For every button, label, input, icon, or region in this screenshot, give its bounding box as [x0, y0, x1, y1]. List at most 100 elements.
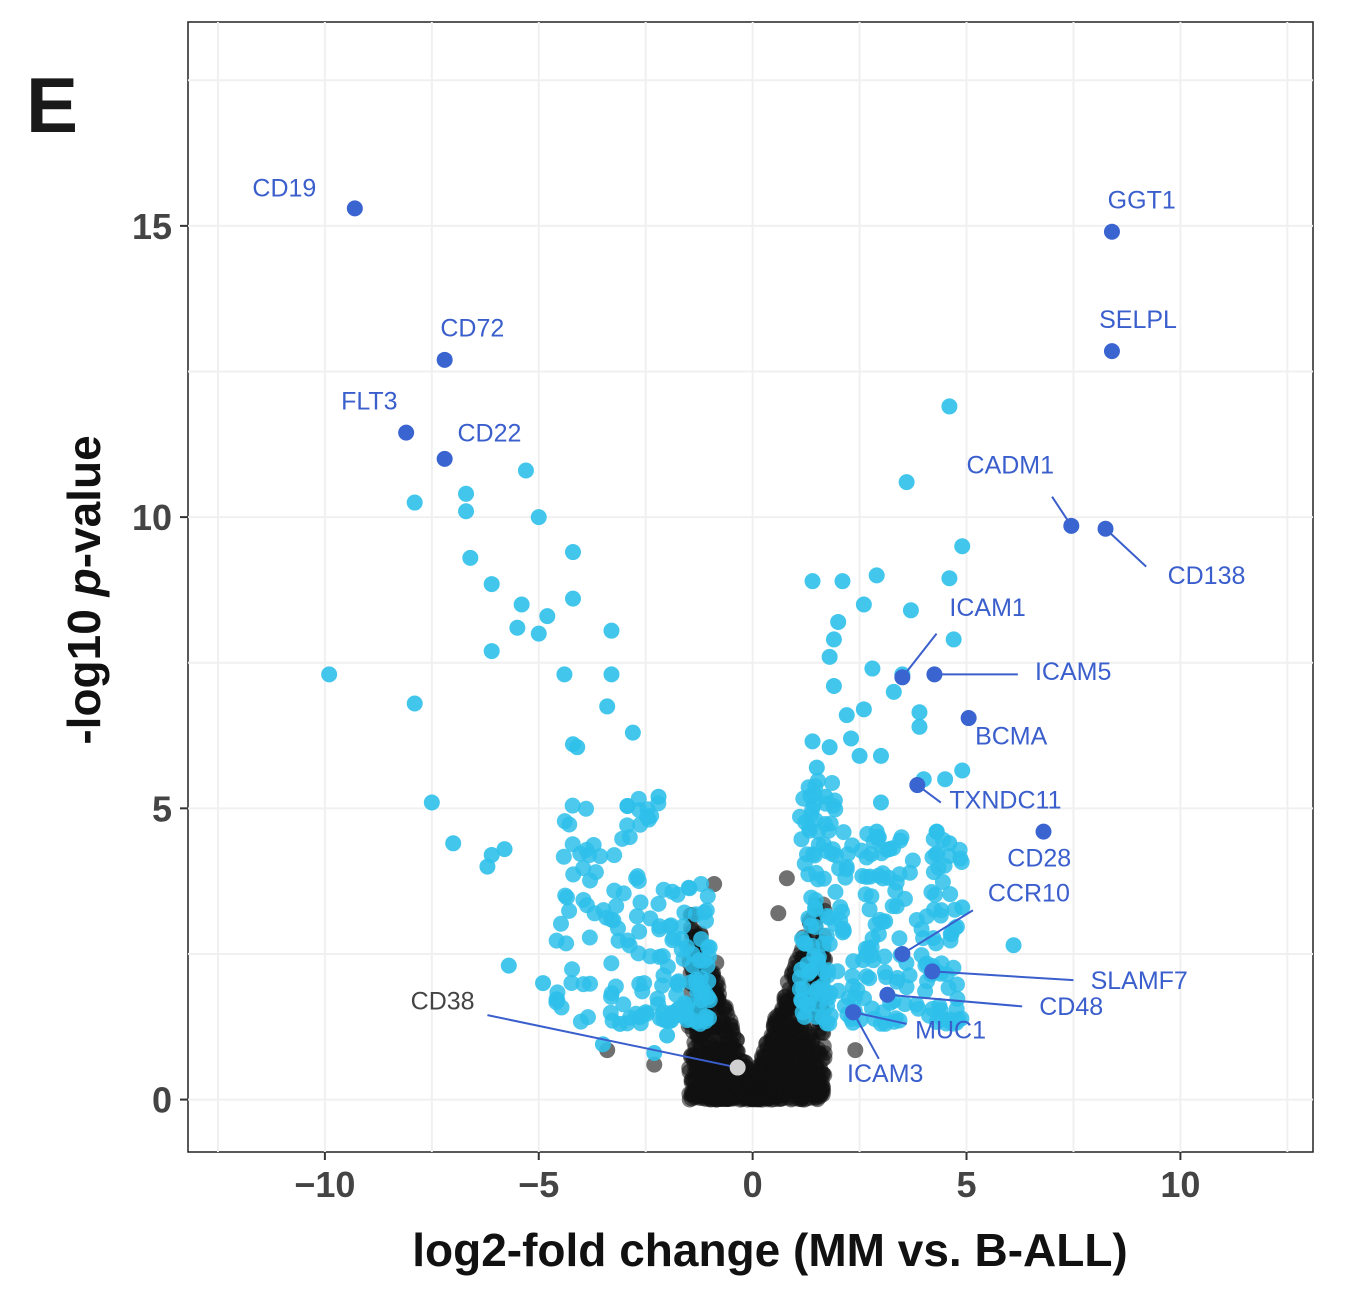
significant-point — [606, 847, 623, 864]
nonsignificant-point — [776, 1039, 793, 1056]
significant-point — [824, 774, 841, 791]
gene-point-ccr10 — [894, 945, 911, 962]
significant-point — [918, 908, 935, 925]
significant-point — [830, 982, 847, 999]
significant-point — [923, 884, 940, 901]
y-axis-title-part-2: p — [58, 568, 110, 598]
significant-point — [940, 1012, 957, 1029]
significant-point — [655, 881, 672, 898]
gene-label-selpl: SELPL — [1099, 306, 1177, 334]
significant-point — [942, 932, 959, 949]
significant-point — [564, 544, 581, 561]
significant-point — [803, 889, 820, 906]
gene-label-flt3: FLT3 — [341, 387, 398, 415]
significant-point — [828, 847, 845, 864]
significant-point — [646, 1044, 663, 1061]
significant-point — [868, 567, 885, 584]
significant-point — [807, 778, 824, 795]
significant-point — [819, 907, 836, 924]
significant-point — [668, 986, 685, 1003]
significant-point — [684, 957, 701, 974]
y-tick-label: 0 — [152, 1080, 172, 1121]
significant-point — [911, 704, 928, 721]
leader-line-ccr10 — [901, 909, 974, 955]
significant-point — [513, 596, 530, 613]
gene-point-slamf7 — [924, 963, 941, 980]
significant-point — [933, 902, 950, 919]
nonsignificant-point — [713, 1015, 730, 1032]
significant-point — [941, 570, 958, 587]
significant-point — [406, 695, 423, 712]
nonsignificant-point — [770, 905, 787, 922]
significant-point — [603, 666, 620, 683]
significant-point — [817, 964, 834, 981]
x-tick-label: −10 — [294, 1164, 355, 1205]
significant-point — [699, 939, 716, 956]
x-axis-title: log2-fold change (MM vs. B-ALL) — [412, 1224, 1128, 1276]
gene-point-cd19 — [346, 200, 363, 217]
label-layer: CD19 CD72 FLT3 CD22 GGT1 SELPL CADM1 CD138 ICAM1… — [252, 175, 1245, 1088]
significant-point — [650, 895, 667, 912]
significant-point — [954, 538, 971, 555]
y-tick-label: 5 — [152, 788, 172, 829]
significant-point — [578, 841, 595, 858]
significant-point — [844, 968, 861, 985]
significant-point — [483, 643, 500, 660]
nonsignificant-point — [719, 1090, 736, 1107]
significant-point — [552, 915, 569, 932]
significant-point — [929, 845, 946, 862]
significant-point — [564, 961, 581, 978]
significant-point — [793, 993, 810, 1010]
significant-point — [615, 885, 632, 902]
nonsignificant-point — [782, 1079, 799, 1096]
significant-point — [891, 930, 908, 947]
significant-point — [321, 666, 338, 683]
nonsignificant-point — [778, 870, 795, 887]
nonsignificant-point — [717, 1065, 734, 1082]
significant-point — [496, 841, 513, 858]
significant-point — [691, 998, 708, 1015]
x-tick-label: 10 — [1160, 1164, 1200, 1205]
significant-point — [839, 846, 856, 863]
significant-point — [864, 660, 881, 677]
significant-point — [530, 509, 547, 526]
significant-point — [687, 906, 704, 923]
nonsignificant-point — [801, 1055, 818, 1072]
significant-point — [898, 474, 915, 491]
significant-point — [699, 888, 716, 905]
significant-point — [913, 947, 930, 964]
significant-point — [845, 953, 862, 970]
significant-point — [874, 1004, 891, 1021]
significant-point — [666, 1008, 683, 1025]
y-axis-title-part-1: -log10 — [58, 596, 110, 744]
significant-point — [462, 549, 479, 566]
significant-point — [458, 503, 475, 520]
significant-point — [821, 648, 838, 665]
significant-point — [791, 969, 808, 986]
significant-point — [837, 869, 854, 886]
nonsignificant-point — [706, 876, 723, 893]
gene-point-flt3 — [398, 424, 415, 441]
significant-point — [530, 625, 547, 642]
significant-point — [808, 759, 825, 776]
significant-point — [654, 977, 671, 994]
gene-point-cd28 — [1035, 823, 1052, 840]
significant-point — [821, 739, 838, 756]
significant-point — [901, 967, 918, 984]
significant-point — [819, 997, 836, 1014]
significant-point — [954, 762, 971, 779]
gene-label-icam1: ICAM1 — [949, 594, 1025, 622]
nonsignificant-point — [646, 1056, 663, 1073]
significant-point — [649, 990, 666, 1007]
gene-point-ggt1 — [1103, 223, 1120, 240]
significant-point — [458, 485, 475, 502]
significant-point — [509, 619, 526, 636]
significant-point — [832, 899, 849, 916]
significant-point — [678, 1006, 695, 1023]
significant-point — [809, 871, 826, 888]
significant-point — [632, 894, 649, 911]
significant-point — [876, 948, 893, 965]
gene-point-cd48 — [879, 986, 896, 1003]
significant-point — [808, 1008, 825, 1025]
